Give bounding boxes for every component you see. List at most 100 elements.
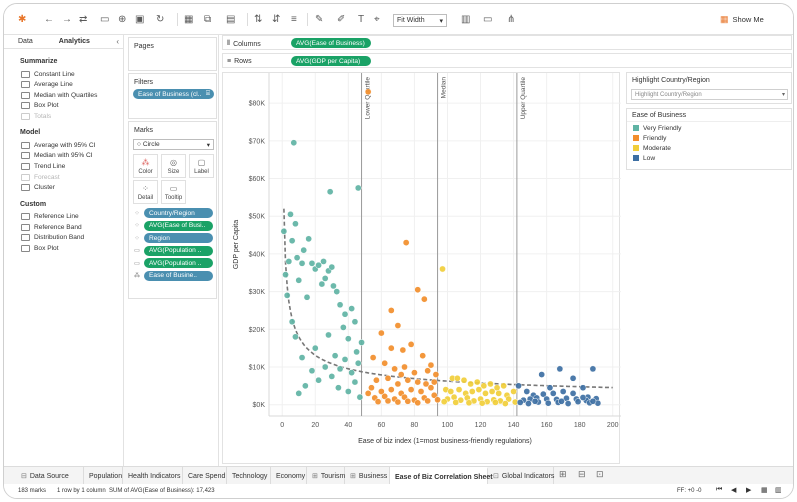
clear-icon[interactable]: ▤ [226,14,236,25]
mark-field-pill[interactable]: Ease of Busine.. [144,270,213,281]
analytics-item[interactable]: Average with 95% CI [21,141,123,149]
scatter-chart[interactable]: $0K $10K $20K $30K $40K $50K $60K $70K $80K 0 20 40… [223,73,621,465]
analytics-item[interactable]: Trend Line [21,163,123,171]
marks-title: Marks [134,127,154,134]
duplicate-icon[interactable]: ⧉ [204,14,212,25]
sort-desc-icon[interactable]: ⇵ [272,14,281,25]
legend-item[interactable]: Moderate [633,144,791,152]
next-page-icon[interactable]: ▶ [746,487,752,494]
legend-item[interactable]: Friendly [633,134,791,142]
mark-field-pill[interactable]: AVG(Ease of Busi.. [144,220,213,231]
new-worksheet-icon[interactable]: ⊞ [559,469,567,479]
tab-analytics[interactable]: Analytics [58,38,90,45]
analytics-item[interactable]: Box Plot [21,102,123,110]
sheet-tab[interactable]: Ease of Biz Correlation Sheet [390,467,493,485]
swap-icon[interactable]: ⇄ [79,14,88,25]
data-point [335,384,342,392]
filters-card[interactable]: Filters Ease of Business (cl.. ⌸ [128,73,217,119]
data-point [348,305,355,312]
data-point [424,397,431,405]
analytics-item[interactable]: Box Plot [21,245,123,253]
prev-page-icon[interactable]: ◀ [731,487,737,494]
group-icon[interactable]: ≡ [291,14,297,25]
mark-field-pill[interactable]: Region [144,233,213,243]
filter-pill[interactable]: Ease of Business (cl.. ⌸ [133,89,214,99]
fit-dropdown[interactable]: Fit Width ▾ [393,14,447,27]
redo-icon[interactable]: → [62,14,72,25]
sheet-tab[interactable]: ⊞ Business [345,467,390,485]
mark-field-pill[interactable]: AVG(Population .. [144,258,213,268]
new-dashboard-icon[interactable]: ⊟ [578,469,586,479]
size-button[interactable]: ◎ Size [161,154,186,178]
analytics-item[interactable]: Reference Line [21,213,123,221]
presentation-icon[interactable]: ▥ [461,14,471,25]
color-legend[interactable]: Ease of Business Very Friendly Friendly Mo… [626,108,792,170]
annotate-icon[interactable]: ✐ [337,14,346,25]
analytics-item[interactable]: Median with 95% CI [21,152,123,160]
labels-icon[interactable]: T [358,14,365,25]
chart-icon[interactable]: ▦ [184,14,194,25]
mark-field-pill[interactable]: AVG(Population .. [144,245,213,256]
sheet-tab[interactable]: ⊟ Data Source [16,467,84,485]
analytics-item-icon [21,102,30,110]
mark-type-dropdown[interactable]: ○ Circle ▾ [133,139,214,150]
legend-item[interactable]: Low [633,154,791,162]
analytics-item[interactable]: Cluster [21,184,123,192]
first-page-icon[interactable]: ⏮ [716,486,723,493]
show-me-button[interactable]: ▦ Show Me [720,14,764,25]
legend-item[interactable]: Very Friendly [633,124,791,132]
new-sheet-icon[interactable]: ▣ [135,14,145,25]
viz-area[interactable]: $0K $10K $20K $30K $40K $50K $60K $70K $80K 0 20 40… [222,72,621,465]
rows-pill[interactable]: AVG(GDP per Capita) [291,56,371,66]
save-icon[interactable]: ▭ [100,14,110,25]
pages-card[interactable]: Pages [128,37,217,71]
detail-button[interactable]: ⁘ Detail [133,180,158,204]
columns-shelf[interactable]: ⦀ Columns AVG(Ease of Business) [222,35,792,50]
highlight-icon[interactable]: ✎ [315,14,324,25]
columns-shelf-label: ⦀ Columns [227,40,261,48]
new-datasource-icon[interactable]: ⊕ [118,14,127,25]
share-icon[interactable]: ⋔ [507,14,516,25]
undo-icon[interactable]: ← [44,14,54,25]
tab-data[interactable]: Data [18,38,33,45]
sheet-tab[interactable]: Economy [271,467,307,485]
data-point [288,318,296,326]
refresh-icon[interactable]: ↻ [156,14,165,25]
sheet-tab[interactable]: ⊡ Global Indicators [488,467,554,485]
mark-field-pill[interactable]: Country/Region [144,208,213,218]
status-bar: 183 marks 1 row by 1 column SUM of AVG(E… [4,484,793,498]
analytics-item[interactable]: Reference Band [21,223,123,231]
analytics-item[interactable]: Distribution Band [21,234,123,242]
color-button[interactable]: ⁂ Color [133,154,158,178]
rows-shelf[interactable]: ≡ Rows AVG(GDP per Capita) [222,53,792,68]
sheet-tab[interactable]: Population [84,467,123,485]
sheet-tab[interactable]: ⊞ Tourism [307,467,345,485]
analytics-item[interactable]: Forecast [21,173,123,181]
columns-pill[interactable]: AVG(Ease of Business) [291,38,371,48]
tableau-logo-icon[interactable]: ✱ [18,14,27,25]
collapse-icon[interactable]: ‹ [116,37,119,46]
analytics-item[interactable]: Totals [21,112,123,120]
list-view-icon[interactable]: ▥ [775,487,782,494]
data-point [328,373,336,380]
sheet-tab[interactable]: Care Spend [183,467,227,485]
sheet-tab[interactable]: Technology [227,467,271,485]
data-point [487,380,494,388]
label-button[interactable]: ▢ Label [189,154,214,178]
analytics-item[interactable]: Median with Quartiles [21,91,123,99]
y-axis-title: GDP per Capita [233,220,240,269]
analytics-item[interactable]: Average Line [21,81,123,89]
mark-field-row: ▭ AVG(Population .. [133,258,213,268]
device-icon[interactable]: ▭ [483,14,493,25]
x-tick-label: 40 [344,422,352,429]
highlight-input[interactable]: Highlight Country/Region ▾ [631,89,788,100]
pin-icon[interactable]: ⌖ [374,14,380,25]
new-story-icon[interactable]: ⊡ [596,469,604,479]
tooltip-button[interactable]: ▭ Tooltip [161,180,186,204]
analytics-item[interactable]: Constant Line [21,70,123,78]
grid-view-icon[interactable]: ▦ [761,487,768,494]
sheet-tab[interactable]: Health Indicators [123,467,183,485]
sheet-tab-label: Tourism [320,472,346,480]
sort-asc-icon[interactable]: ⇅ [254,14,263,25]
toolbar-divider [307,13,308,26]
